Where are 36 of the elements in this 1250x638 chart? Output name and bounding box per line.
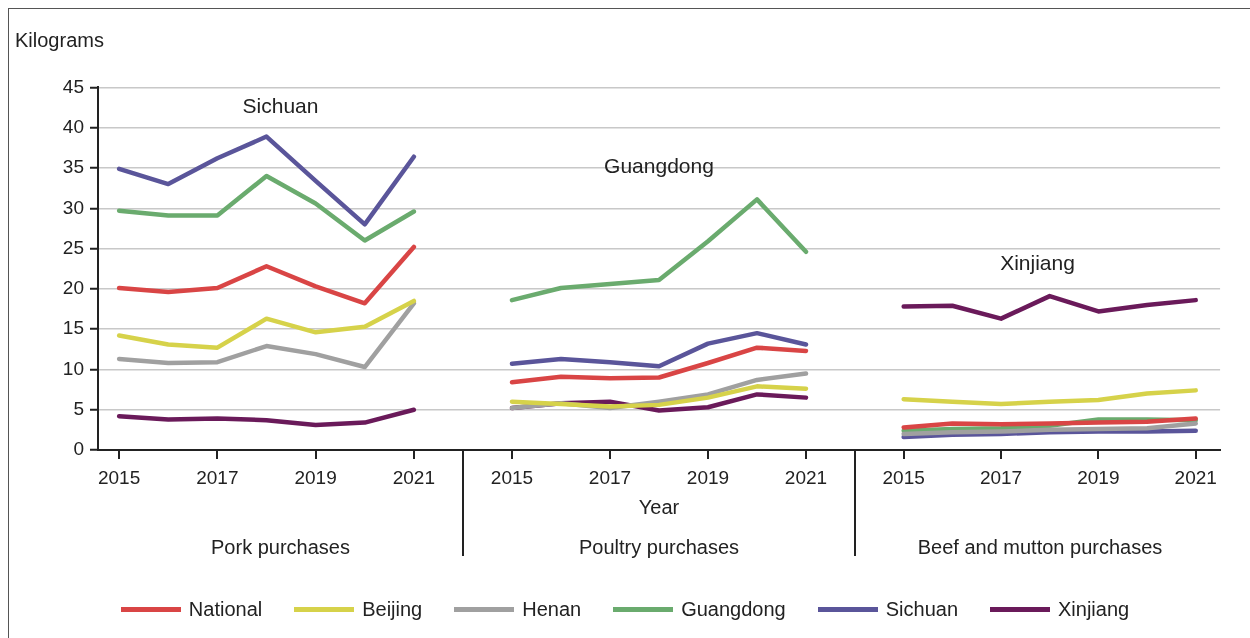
x-tick-label: 2015	[490, 466, 534, 488]
x-tick-label: 2015	[882, 466, 925, 488]
y-tick-label: 40	[62, 115, 84, 137]
series-label: Xinjiang	[1000, 250, 1075, 274]
x-tick-label: 2019	[294, 466, 337, 488]
y-axis-title: Kilograms	[15, 29, 104, 52]
legend-label: National	[188, 598, 263, 621]
annotation: Sichuan	[242, 94, 319, 118]
x-tick-label: 2017	[588, 466, 632, 488]
y-tick-label: 45	[62, 75, 84, 97]
text: Pork purchases	[210, 536, 351, 559]
y-tick-label: 25	[62, 236, 84, 258]
x-tick-label: 2019	[1077, 466, 1120, 488]
text: Poultry purchases	[577, 536, 741, 559]
legend-label: Beijing	[362, 598, 423, 621]
y-tick-label: 30	[62, 196, 84, 218]
y-tick-label: 20	[62, 277, 84, 299]
legend-label: Henan	[522, 598, 582, 621]
y-tick-label: 0	[73, 438, 84, 460]
x-tick-label: 2017	[979, 466, 1023, 488]
x-tick-label: 2021	[784, 466, 828, 488]
x-tick-label: 2021	[1174, 466, 1217, 488]
y-tick-label: 15	[62, 317, 84, 339]
legend-label: Xinjiang	[1058, 598, 1130, 621]
x-tick-label: 2017	[196, 466, 239, 488]
x-tick-label: 2021	[392, 466, 436, 488]
y-tick-label: 10	[62, 357, 84, 379]
text: Beef and mutton purchases	[916, 536, 1164, 559]
text: Guangdong	[604, 154, 714, 178]
legend-label: Sichuan	[885, 598, 959, 621]
x-tick-label: 2019	[686, 466, 730, 488]
legend-label: Guangdong	[681, 598, 786, 621]
x-tick-label: 2015	[97, 466, 141, 488]
y-tick-label: 5	[73, 397, 84, 419]
x-axis-title: Year	[637, 496, 681, 519]
y-tick-label: 35	[62, 156, 84, 178]
